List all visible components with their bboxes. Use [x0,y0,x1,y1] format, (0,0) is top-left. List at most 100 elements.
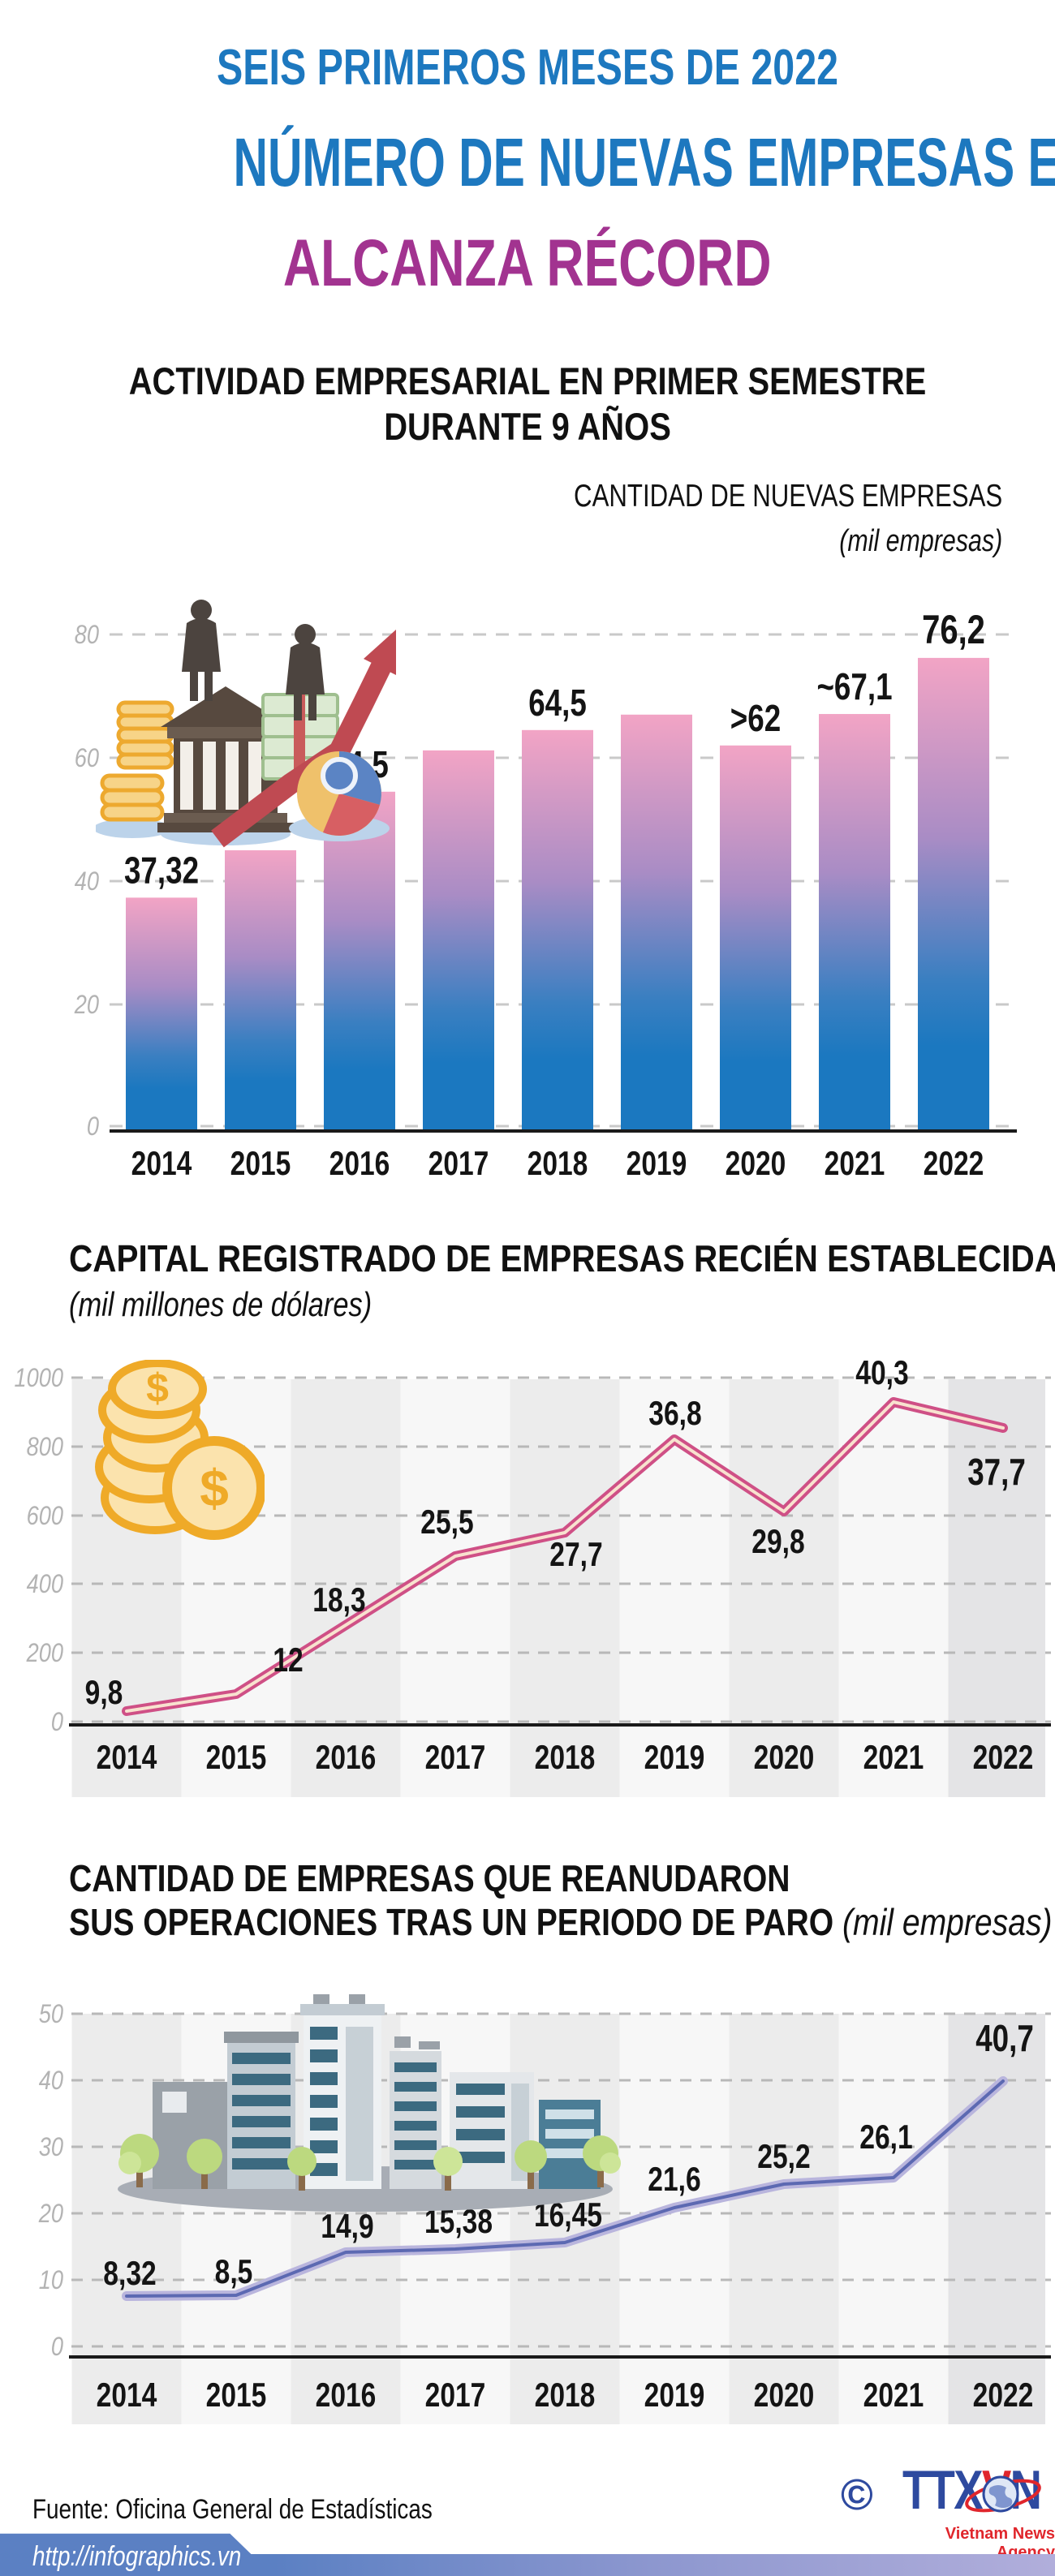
point-value-label: 8,5 [215,2254,253,2291]
chart1-series-unit-text: (mil empresas) [839,524,1002,558]
chart2-title-text: CAPITAL REGISTRADO DE EMPRESAS RECIÉN ES… [69,1237,1055,1279]
x-tick-label: 2022 [924,1146,984,1183]
x-tick-label: 2020 [754,2377,815,2415]
x-tick-label: 2022 [973,2377,1034,2415]
y-tick-label: 200 [26,1639,64,1668]
column-band-2016 [291,1379,401,1797]
x-tick-label: 2018 [528,1146,588,1183]
copyright-symbol: © [841,2471,873,2519]
point-value-label: 8,32 [103,2256,156,2293]
bar-2020 [720,745,791,1131]
page-title: NÚMERO DE NUEVAS EMPRESAS EN VIETNAM [0,123,1055,202]
chart2-title: CAPITAL REGISTRADO DE EMPRESAS RECIÉN ES… [69,1236,1055,1280]
dollar-glyph: $ [146,1365,169,1411]
x-tick-label: 2016 [316,2377,377,2415]
column-band-2019 [619,1379,730,1797]
column-band-2021 [838,2014,949,2424]
point-value-label: 26,1 [859,2119,912,2157]
column-band-2018 [510,1379,620,1797]
bar-2015 [225,850,296,1131]
bar-value-label: ~67,1 [816,665,892,707]
x-tick-label: 2019 [644,2377,705,2415]
x-tick-label: 2015 [230,1146,291,1183]
x-tick-label: 2017 [425,2377,486,2415]
x-tick-label: 2019 [627,1146,687,1183]
page-title-text: NÚMERO DE NUEVAS EMPRESAS EN VIETNAM [233,124,1055,200]
column-band-2022 [948,2014,1045,2424]
y-tick-label: 40 [75,867,100,897]
source-note: Fuente: Oficina General de Estadísticas [32,2494,520,2526]
point-value-label: 21,6 [648,2161,700,2199]
chart2-subtitle-text: (mil millones de dólares) [69,1285,372,1323]
y-tick-label: 30 [39,2133,64,2162]
chart2-subtitle: (mil millones de dólares) [69,1285,438,1324]
header-highlight-text: ALCANZA RÉCORD [283,226,772,300]
point-value-label: 18,3 [312,1582,365,1619]
y-tick-label: 600 [27,1502,64,1531]
y-tick-label: 0 [87,1112,100,1142]
point-value-label: 40,7 [975,2017,1034,2059]
data-line-core [125,1400,1005,1713]
logo-ttx: TTX [902,2459,984,2521]
point-value-label: 40,3 [855,1355,908,1392]
y-tick-label: 40 [39,2066,64,2096]
chart1-title-line2: DURANTE 9 AÑOS [384,405,671,448]
bar-2017 [423,750,494,1131]
point-value-label: 25,5 [420,1504,473,1542]
y-tick-label: 1000 [15,1364,64,1393]
bar-2021 [819,714,890,1131]
y-tick-label: 50 [39,2000,64,2029]
x-tick-label: 2018 [535,1740,596,1777]
x-tick-label: 2021 [863,2377,924,2415]
column-band-2021 [838,1379,949,1797]
chart1-series-unit: (mil empresas) [799,524,1002,559]
infographics-url-text[interactable]: http://infographics.vn [32,2541,242,2572]
point-value-label: 9,8 [85,1675,123,1712]
y-tick-label: 0 [51,1708,64,1737]
x-tick-label: 2016 [316,1740,377,1777]
chart1-series-label-text: CANTIDAD DE NUEVAS EMPRESAS [573,479,1002,514]
x-tick-label: 2014 [97,2377,157,2415]
bar-2019 [621,714,692,1131]
bar-chart-new-enterprises: 02040608037,322014201554,52016201764,520… [74,607,1017,1183]
column-band-2020 [729,1379,839,1797]
dollar-glyph: $ [200,1459,229,1517]
coin-stacks-icon [96,700,174,838]
point-value-label: 14,9 [321,2208,373,2246]
bar-value-label: 37,32 [124,849,199,891]
x-tick-label: 2021 [825,1146,885,1183]
point-value-label: 36,8 [648,1396,701,1433]
x-tick-label: 2014 [97,1740,157,1777]
source-note-text: Fuente: Oficina General de Estadísticas [32,2494,433,2525]
coins-illustration: $ $ [95,1360,265,1540]
infographics-url[interactable]: http://infographics.vn [32,2541,287,2573]
bar-value-label: >62 [730,697,781,739]
building-icon [153,1994,601,2189]
businessman-icon [182,600,325,720]
chart3-title-unit: (mil empresas) [842,1901,1053,1943]
y-tick-label: 60 [75,744,100,773]
point-value-label: 27,7 [549,1537,602,1574]
bar-2022 [918,657,989,1131]
point-value-label: 37,7 [967,1451,1026,1493]
column-band-2020 [729,2014,839,2424]
y-tick-label: 20 [74,991,100,1020]
bar-2018 [522,729,593,1131]
y-tick-label: 0 [51,2333,64,2362]
chart3-title-line2: SUS OPERACIONES TRAS UN PERIODO DE PARO … [69,1900,1055,1944]
chart3-title-line1: CANTIDAD DE EMPRESAS QUE REANUDARON [69,1856,917,1900]
y-tick-label: 80 [75,621,100,650]
chart3-title-line1-text: CANTIDAD DE EMPRESAS QUE REANUDARON [69,1857,790,1899]
y-tick-label: 10 [39,2266,64,2295]
chart1-series-label: CANTIDAD DE NUEVAS EMPRESAS [467,479,1002,514]
chart1-title: ACTIVIDAD EMPRESARIAL EN PRIMER SEMESTRE… [0,359,1055,449]
pie-chart-icon [289,751,390,841]
x-tick-label: 2018 [535,2377,596,2415]
point-value-label: 25,2 [757,2139,810,2176]
x-tick-label: 2016 [329,1146,390,1183]
data-line-core [125,2079,1005,2298]
column-band-2017 [400,1379,510,1797]
